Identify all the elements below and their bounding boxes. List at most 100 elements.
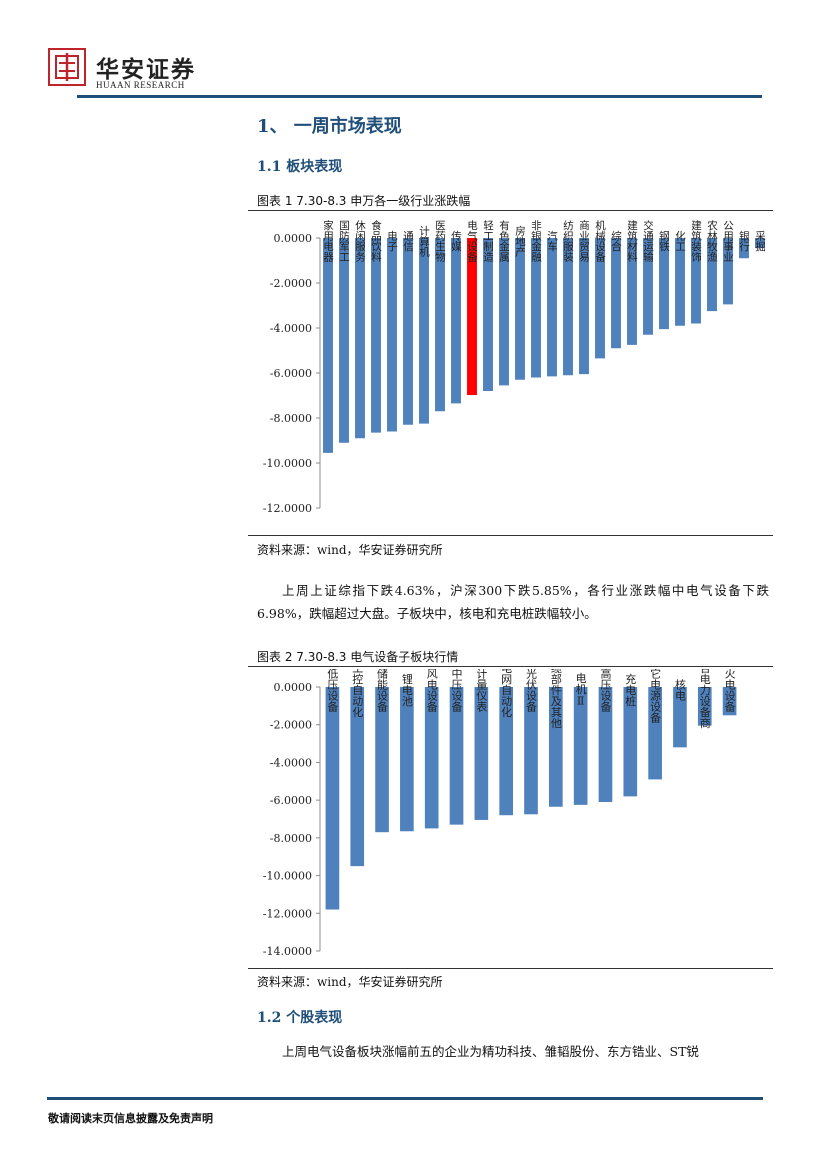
category-label: 农林牧渔 (706, 219, 718, 263)
bar (755, 238, 765, 249)
industry-returns-chart: 0.0000 -2.0000 -4.0000 -6.0000 -8.0000 -10.00… (263, 219, 766, 515)
category-label: 电机Ⅱ (574, 672, 587, 707)
category-label: 银行 (738, 230, 750, 253)
bar (524, 687, 538, 815)
y-tick-label: -14.0000 (263, 945, 312, 958)
figure-caption: 图表 1 7.30-8.3 申万各一级行业涨跌幅 (257, 194, 471, 208)
bar (697, 687, 712, 726)
category-label: 医药生物 (434, 220, 446, 263)
figure-top-rule (248, 210, 773, 211)
category-label: 其它电源设备 (649, 669, 662, 724)
bar (623, 687, 638, 797)
y-tick-label: -6.0000 (270, 367, 312, 380)
category-label: 国防军工 (338, 220, 350, 262)
subsection-title: 1.1 板块表现 (257, 159, 343, 175)
category-label: 建筑装饰 (690, 219, 702, 263)
bar (339, 238, 349, 443)
category-label: 低压设备 (326, 669, 339, 713)
category-label: 有色金属 (498, 219, 510, 263)
body-paragraph: 上周上证综指下跌4.63%，沪深300下跌5.85%，各行业涨跌幅中电气设备下跌… (257, 583, 769, 621)
logo-icon (48, 48, 86, 86)
y-tick-label: -12.0000 (263, 502, 312, 515)
bar (579, 238, 589, 375)
y-tick-label: -8.0000 (270, 832, 312, 845)
category-label: 线缆部件及其他 (549, 669, 562, 729)
header-rule (77, 95, 762, 98)
bar (424, 687, 439, 829)
category-label: 轻工制造 (482, 219, 494, 262)
bar (350, 687, 365, 867)
bar (739, 238, 749, 259)
bar (648, 687, 662, 780)
bar (643, 238, 653, 335)
bar (595, 238, 605, 359)
figure-top-rule (248, 666, 773, 667)
category-label: 传媒 (450, 231, 462, 253)
category-label: 火电设备 (723, 669, 736, 713)
category-label: 电子 (386, 230, 398, 252)
bar (707, 238, 717, 312)
subsection-title: 1.2 个股表现 (257, 1010, 343, 1026)
bar (403, 238, 413, 425)
y-tick-label: 0.0000 (274, 681, 313, 694)
y-tick-label: -2.0000 (270, 719, 312, 732)
footer-disclaimer: 敬请阅读末页信息披露及免责声明 (48, 1112, 213, 1125)
bar (451, 238, 461, 404)
y-tick-label: -4.0000 (270, 756, 312, 769)
category-label: 计算机 (418, 224, 430, 257)
bar (722, 687, 737, 716)
category-label: 电气设备 (466, 219, 478, 263)
y-tick-label: 0.0000 (274, 232, 313, 245)
bar (499, 687, 514, 816)
category-label: 核电 (673, 678, 686, 701)
category-label: 公用事业 (722, 220, 734, 262)
body-paragraph: 上周电气设备板块涨幅前五的企业为精功科技、雏韬股份、东方锆业、ST锐 (282, 1044, 699, 1059)
y-tick-label: -8.0000 (270, 412, 312, 425)
y-tick-label: -2.0000 (270, 277, 312, 290)
bar (449, 687, 464, 825)
category-label: 中压设备 (450, 669, 463, 713)
category-label: 交通运输 (642, 219, 654, 263)
y-tick-label: -12.0000 (263, 907, 312, 920)
bar (400, 687, 414, 832)
category-label: 化工 (674, 230, 686, 252)
bar (673, 687, 687, 748)
bar (371, 238, 381, 433)
section-title: 1、 一周市场表现 (257, 116, 402, 137)
category-label: 电网自动化 (500, 669, 513, 718)
bar (474, 687, 489, 820)
bar (483, 238, 493, 391)
category-label: 综合电力设备商 (698, 669, 711, 729)
bar (723, 238, 733, 305)
category-label: 机械设备 (594, 219, 606, 263)
bar (659, 238, 669, 330)
bar (531, 238, 541, 378)
category-label: 纺织服装 (562, 219, 574, 263)
bar (611, 238, 621, 349)
y-tick-label: -10.0000 (263, 870, 312, 883)
bar (691, 238, 701, 324)
bar (573, 687, 588, 805)
bar (419, 238, 429, 424)
category-label: 建筑材料 (626, 219, 638, 263)
y-tick-label: -6.0000 (270, 794, 312, 807)
category-label: 综合 (610, 230, 622, 253)
category-label: 光伏设备 (525, 669, 538, 713)
bar (515, 238, 525, 380)
category-label: 锂电池 (400, 672, 413, 706)
y-tick-label: -10.0000 (263, 457, 312, 470)
brand-name-cn: 华安证券 (96, 56, 196, 83)
bar (563, 238, 573, 376)
bar (467, 238, 477, 396)
bar (548, 687, 563, 807)
category-label: 商业贸易 (578, 219, 590, 263)
y-tick-label: -4.0000 (270, 322, 312, 335)
figure-caption: 图表 2 7.30-8.3 电气设备子板块行情 (257, 650, 459, 664)
category-label: 储能设备 (376, 669, 389, 713)
bar (323, 238, 333, 453)
figure-bottom-rule (248, 968, 773, 969)
category-label: 汽车 (546, 230, 558, 253)
category-label: 非银金融 (530, 220, 542, 263)
category-label: 工控自动化 (351, 669, 364, 718)
bar (387, 238, 397, 432)
